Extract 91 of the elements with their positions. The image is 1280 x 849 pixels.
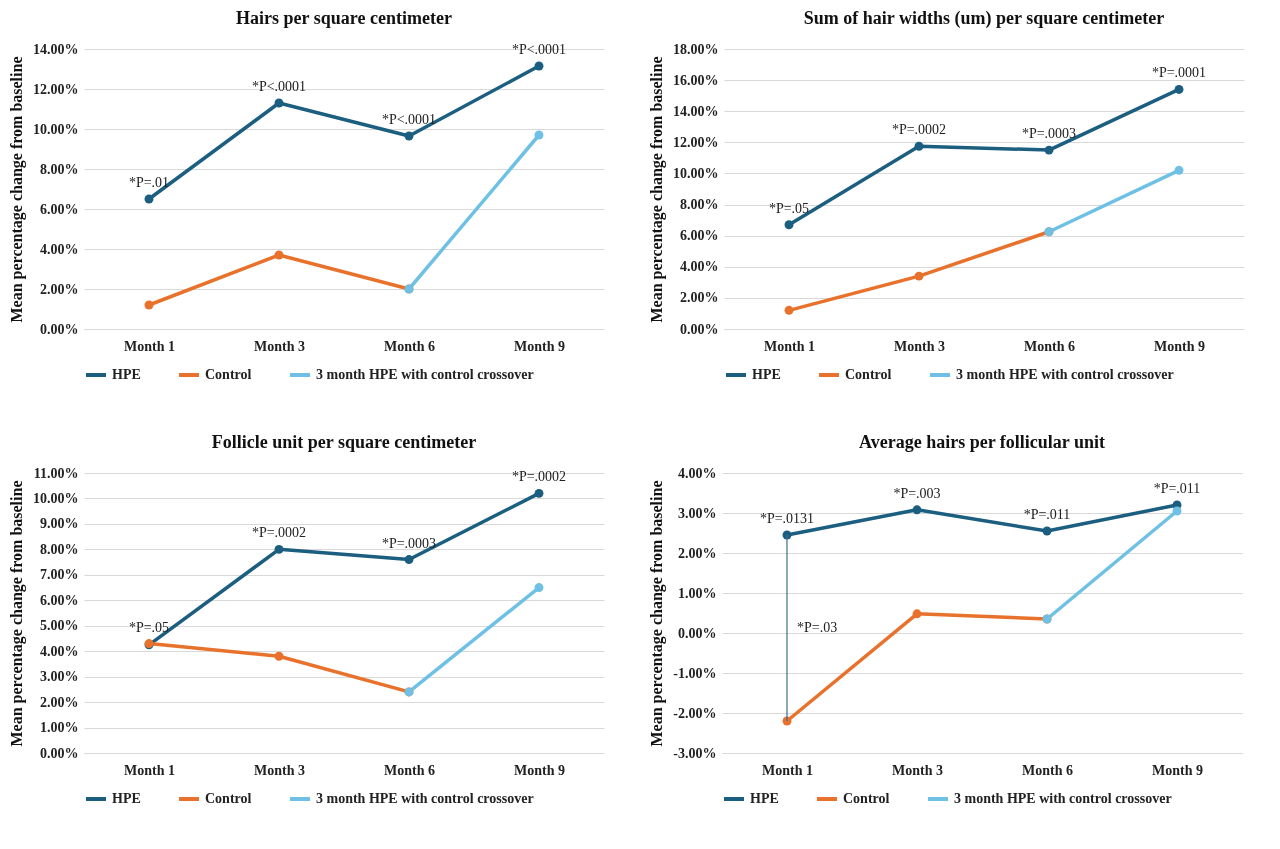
x-tick-label: Month 6 — [1024, 338, 1075, 354]
annotation: *P=.0003 — [1021, 126, 1077, 142]
annotation: *P=.0003 — [381, 535, 437, 551]
y-tick-label: 10.00% — [33, 490, 79, 506]
y-tick-label: 0.00% — [678, 625, 717, 641]
x-tick-label: Month 6 — [1022, 762, 1073, 778]
annotation: *P=.0002 — [891, 122, 947, 138]
legend-label: HPE — [112, 791, 141, 806]
legend-label: HPE — [112, 367, 141, 382]
chart-title: Hairs per square centimeter — [236, 8, 452, 28]
y-tick-label: -2.00% — [673, 705, 717, 721]
chart-title: Average hairs per follicular unit — [859, 432, 1105, 452]
y-tick-label: 3.00% — [678, 505, 717, 521]
annotation: *P=.003 — [893, 485, 941, 501]
x-tick-label: Month 9 — [514, 338, 565, 354]
y-tick-label: 8.00% — [680, 197, 719, 213]
annotation: *P<.0001 — [511, 42, 567, 57]
y-tick-label: 4.00% — [40, 643, 79, 659]
y-tick-label: 8.00% — [40, 161, 79, 177]
y-tick-label: 7.00% — [40, 567, 79, 583]
y-tick-label: 8.00% — [40, 541, 79, 557]
annotation: *P<.0001 — [381, 112, 437, 127]
annotation: *P=.0002 — [511, 469, 567, 485]
x-tick-label: Month 9 — [1154, 338, 1205, 354]
legend-label: 3 month HPE with control crossover — [316, 367, 534, 382]
y-tick-label: 0.00% — [680, 321, 719, 337]
annotation: *P=.011 — [1153, 481, 1201, 496]
y-tick-label: 12.00% — [33, 81, 79, 97]
y-tick-label: -3.00% — [673, 745, 717, 761]
x-tick-label: Month 1 — [124, 338, 175, 354]
x-tick-label: Month 9 — [514, 762, 565, 778]
y-tick-label: 2.00% — [40, 281, 79, 297]
y-axis-title: Mean percentage change from baseline — [8, 480, 26, 747]
y-tick-label: 4.00% — [680, 259, 719, 275]
x-tick-label: Month 1 — [124, 762, 175, 778]
y-tick-label: 2.00% — [40, 694, 79, 710]
y-tick-label: 14.00% — [33, 41, 79, 57]
legend-label: Control — [843, 791, 890, 806]
y-tick-label: -1.00% — [673, 665, 717, 681]
y-tick-label: 1.00% — [40, 720, 79, 736]
y-tick-label: 1.00% — [678, 585, 717, 601]
annotation: *P<.0001 — [251, 79, 307, 94]
x-tick-label: Month 1 — [762, 762, 813, 778]
legend-label: Control — [845, 367, 892, 382]
y-tick-label: 6.00% — [40, 201, 79, 217]
y-tick-label: 2.00% — [680, 290, 719, 306]
x-tick-label: Month 9 — [1152, 762, 1203, 778]
annotation: *P=.03 — [797, 620, 838, 635]
y-axis-title: Mean percentage change from baseline — [648, 480, 667, 747]
annotation: *P=.01 — [128, 175, 170, 190]
legend-label: Control — [205, 367, 252, 382]
annotation: *P=.05 — [768, 200, 810, 216]
y-tick-label: 4.00% — [678, 465, 717, 481]
annotation: *P=.0001 — [1151, 65, 1207, 81]
y-tick-label: 16.00% — [673, 72, 719, 88]
chart-title: Follicle unit per square centimeter — [211, 432, 477, 452]
annotation: *P=.0131 — [759, 511, 815, 526]
y-tick-label: 6.00% — [40, 592, 79, 608]
y-tick-label: 10.00% — [673, 165, 719, 181]
annotation: *P=.0002 — [251, 525, 307, 541]
y-tick-label: 0.00% — [40, 745, 79, 761]
x-tick-label: Month 6 — [384, 762, 435, 778]
x-tick-label: Month 6 — [384, 338, 435, 354]
legend-label: HPE — [750, 791, 779, 806]
y-axis-title: Mean percentage change from baseline — [648, 56, 666, 323]
y-tick-label: 11.00% — [33, 465, 79, 481]
chart-title: Sum of hair widths (um) per square centimeter — [803, 8, 1165, 29]
annotation: *P=.05 — [128, 619, 170, 635]
annotation: *P=.011 — [1023, 507, 1071, 522]
y-tick-label: 12.00% — [673, 134, 719, 150]
legend-label: 3 month HPE with control crossover — [316, 791, 534, 806]
legend-label: HPE — [752, 367, 781, 382]
x-tick-label: Month 3 — [254, 338, 305, 354]
x-tick-label: Month 1 — [764, 338, 815, 354]
legend-label: 3 month HPE with control crossover — [956, 367, 1174, 382]
y-axis-title: Mean percentage change from baseline — [8, 56, 26, 323]
legend-label: Control — [205, 791, 252, 806]
y-tick-label: 14.00% — [673, 103, 719, 119]
y-tick-label: 5.00% — [40, 618, 79, 634]
x-tick-label: Month 3 — [254, 762, 305, 778]
x-tick-label: Month 3 — [892, 762, 943, 778]
y-tick-label: 10.00% — [33, 121, 79, 137]
x-tick-label: Month 3 — [894, 338, 945, 354]
y-tick-label: 2.00% — [678, 545, 717, 561]
y-tick-label: 18.00% — [673, 41, 719, 57]
legend-label: 3 month HPE with control crossover — [954, 791, 1172, 806]
y-tick-label: 4.00% — [40, 241, 79, 257]
y-tick-label: 3.00% — [40, 669, 79, 685]
y-tick-label: 0.00% — [40, 321, 79, 337]
y-tick-label: 6.00% — [680, 228, 719, 244]
y-tick-label: 9.00% — [40, 516, 79, 532]
